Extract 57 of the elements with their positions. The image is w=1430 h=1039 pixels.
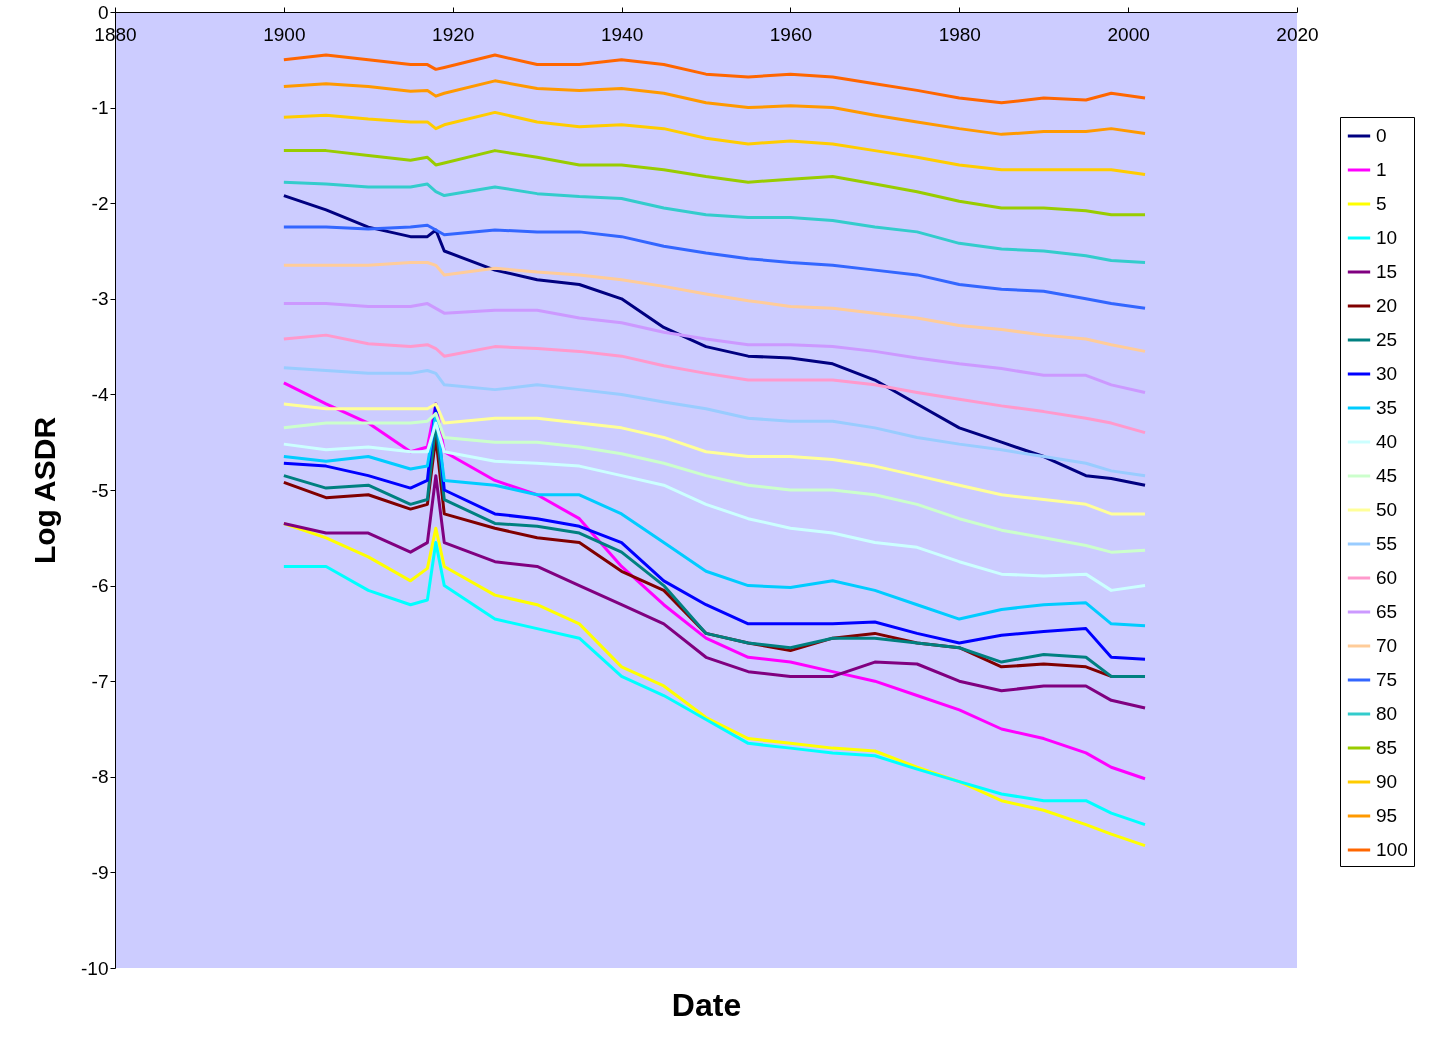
line-series: [282, 79, 1147, 136]
legend-label: 20: [1376, 295, 1398, 316]
line-series: [282, 474, 1147, 710]
line-series: [282, 421, 1147, 592]
line-series: [282, 333, 1147, 435]
legend-label: 40: [1376, 431, 1398, 452]
y-tick-label: -8: [91, 766, 109, 788]
x-tick-label: 1960: [769, 23, 813, 45]
y-tick-label: -6: [91, 575, 109, 597]
legend-label: 1: [1376, 159, 1387, 180]
legend-label: 30: [1376, 363, 1398, 384]
legend-label: 80: [1376, 703, 1398, 724]
legend-label: 95: [1376, 805, 1398, 826]
y-axis-title: Log ASDR: [28, 416, 62, 565]
y-tick-label: -4: [91, 383, 109, 405]
x-axis-title: Date: [671, 986, 742, 1023]
legend-label: 45: [1376, 465, 1398, 486]
line-series: [282, 302, 1147, 394]
y-tick-label: -2: [91, 192, 109, 214]
legend-label: 75: [1376, 669, 1398, 690]
legend-label: 60: [1376, 567, 1398, 588]
line-series: [282, 366, 1147, 478]
legend-label: 55: [1376, 533, 1398, 554]
legend-label: 100: [1376, 839, 1408, 860]
line-series: [282, 180, 1147, 264]
legend-label: 15: [1376, 261, 1398, 282]
legend-label: 5: [1376, 193, 1387, 214]
x-tick-label: 1920: [432, 23, 475, 45]
line-series: [282, 149, 1147, 217]
x-tick-label: 2020: [1276, 23, 1319, 45]
legend-label: 25: [1376, 329, 1398, 350]
legend-label: 0: [1376, 125, 1387, 146]
line-series: [282, 110, 1147, 177]
legend-label: 90: [1376, 771, 1398, 792]
y-tick-label: -9: [91, 861, 109, 883]
legend-label: 70: [1376, 635, 1398, 656]
y-tick-label: -7: [91, 670, 109, 692]
x-tick-label: 1940: [600, 23, 644, 45]
legend-label: 35: [1376, 397, 1398, 418]
line-series: [282, 260, 1147, 353]
y-tick-label: -10: [81, 957, 109, 979]
legend-label: 50: [1376, 499, 1398, 520]
legend-label: 65: [1376, 601, 1398, 622]
line-series: [282, 53, 1147, 105]
y-tick-label: 0: [97, 1, 109, 23]
x-tick-label: 1900: [263, 23, 306, 45]
legend-label: 85: [1376, 737, 1398, 758]
x-tick-label: 1980: [938, 23, 981, 45]
y-tick-label: -5: [91, 479, 109, 501]
legend-label: 10: [1376, 227, 1398, 248]
line-series: [282, 223, 1147, 310]
y-tick-label: -3: [91, 288, 109, 310]
line-series: [282, 402, 1147, 516]
y-tick-label: -1: [91, 97, 109, 119]
line-series: [282, 194, 1147, 487]
x-tick-label: 2000: [1107, 23, 1150, 45]
line-series: [282, 412, 1147, 554]
